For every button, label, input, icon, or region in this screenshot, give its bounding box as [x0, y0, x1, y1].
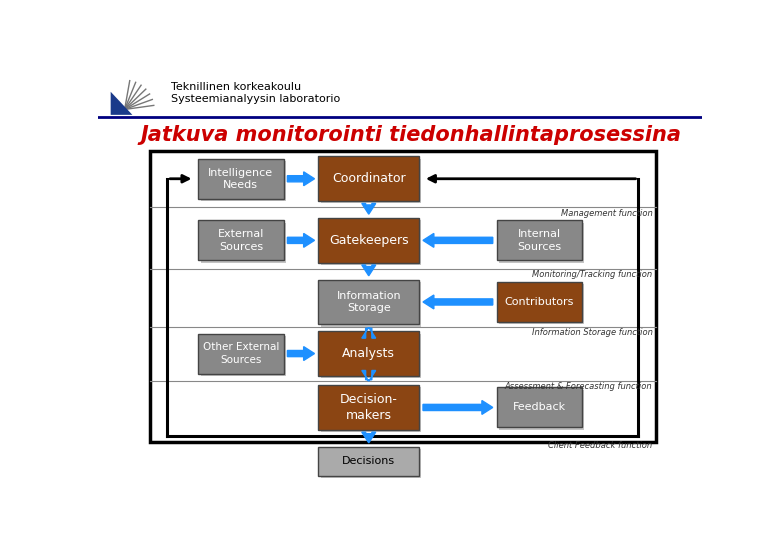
Polygon shape: [423, 295, 493, 309]
Text: Contributors: Contributors: [505, 297, 574, 307]
Polygon shape: [362, 432, 376, 443]
Text: Coordinator: Coordinator: [332, 172, 406, 185]
FancyBboxPatch shape: [321, 220, 421, 265]
Text: Analysts: Analysts: [342, 347, 395, 360]
Text: Decisions: Decisions: [342, 456, 395, 467]
Polygon shape: [111, 92, 133, 115]
Text: Systeemianalyysin laboratorio: Systeemianalyysin laboratorio: [171, 94, 340, 104]
Text: Assessment & Forecasting function: Assessment & Forecasting function: [505, 382, 652, 391]
Polygon shape: [287, 172, 314, 186]
Polygon shape: [362, 204, 376, 214]
Polygon shape: [423, 233, 493, 247]
FancyBboxPatch shape: [198, 334, 283, 374]
Text: Monitoring/Tracking function: Monitoring/Tracking function: [532, 271, 652, 279]
FancyBboxPatch shape: [318, 280, 419, 325]
Polygon shape: [362, 370, 376, 381]
Text: Jatkuva monitorointi tiedonhallintaprosessina: Jatkuva monitorointi tiedonhallintaprose…: [140, 125, 681, 145]
FancyBboxPatch shape: [318, 331, 419, 376]
FancyBboxPatch shape: [321, 282, 421, 327]
Text: Other External
Sources: Other External Sources: [203, 342, 279, 365]
Text: Information Storage function: Information Storage function: [531, 328, 652, 337]
FancyBboxPatch shape: [200, 336, 285, 376]
FancyBboxPatch shape: [321, 387, 421, 432]
Text: Decision-
makers: Decision- makers: [340, 393, 398, 422]
Text: Information
Storage: Information Storage: [336, 291, 401, 313]
Polygon shape: [287, 233, 314, 247]
FancyBboxPatch shape: [497, 282, 582, 322]
Text: Management function: Management function: [561, 209, 652, 218]
FancyBboxPatch shape: [499, 222, 584, 262]
Text: External
Sources: External Sources: [218, 229, 264, 252]
FancyBboxPatch shape: [499, 284, 584, 325]
FancyBboxPatch shape: [321, 159, 421, 204]
FancyBboxPatch shape: [321, 334, 421, 378]
Polygon shape: [362, 265, 376, 276]
Text: Internal
Sources: Internal Sources: [517, 229, 562, 252]
Polygon shape: [287, 347, 314, 361]
Text: Client Feedback function: Client Feedback function: [548, 441, 652, 450]
Polygon shape: [423, 401, 493, 414]
FancyBboxPatch shape: [318, 447, 419, 476]
FancyBboxPatch shape: [497, 387, 582, 428]
Bar: [151, 151, 655, 442]
FancyBboxPatch shape: [198, 220, 283, 260]
FancyBboxPatch shape: [499, 390, 584, 430]
FancyBboxPatch shape: [198, 159, 283, 199]
FancyBboxPatch shape: [497, 220, 582, 260]
FancyBboxPatch shape: [318, 218, 419, 262]
FancyBboxPatch shape: [318, 385, 419, 430]
Polygon shape: [362, 327, 376, 338]
Text: Teknillinen korkeakoulu: Teknillinen korkeakoulu: [171, 82, 301, 92]
Text: Intelligence
Needs: Intelligence Needs: [208, 167, 274, 190]
FancyBboxPatch shape: [321, 449, 421, 478]
FancyBboxPatch shape: [200, 161, 285, 201]
FancyBboxPatch shape: [318, 157, 419, 201]
FancyBboxPatch shape: [200, 222, 285, 262]
Text: Gatekeepers: Gatekeepers: [329, 234, 409, 247]
Text: Feedback: Feedback: [512, 402, 566, 413]
